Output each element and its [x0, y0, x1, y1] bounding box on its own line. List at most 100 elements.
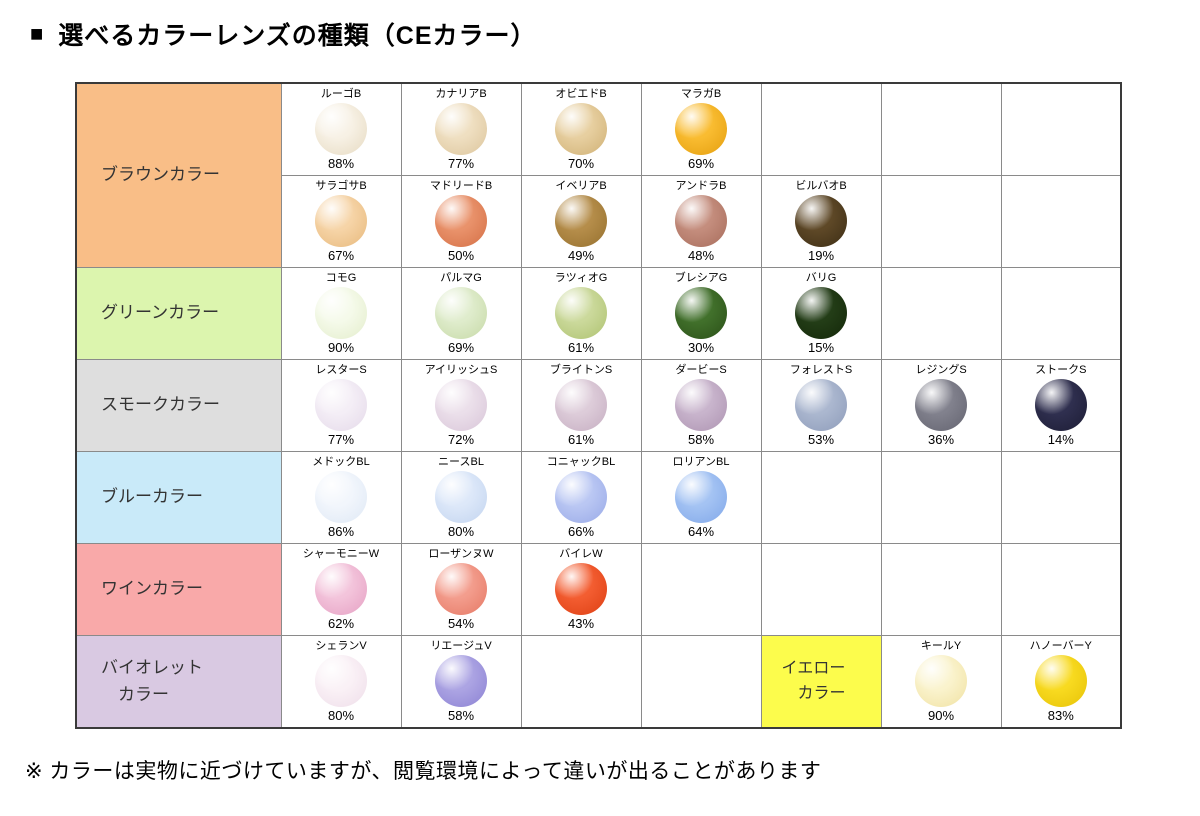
lens-color-swatch	[555, 195, 607, 247]
lens-cell: リエージュV 58%	[400, 635, 522, 729]
lens-color-swatch	[555, 563, 607, 615]
category-label-brown: ブラウンカラー	[75, 82, 282, 268]
lens-name-label: ストークS	[1035, 364, 1087, 376]
empty-cell	[760, 82, 882, 176]
lens-color-swatch	[1034, 655, 1087, 707]
lens-transmittance: 83%	[1047, 708, 1074, 723]
lens-transmittance: 19%	[807, 248, 835, 263]
table-row: ブルーカラー メドックBL 86% ニースBL 80% コニャックBL 66% ロリアンBL 6…	[75, 451, 1122, 544]
empty-cell	[880, 451, 1002, 544]
lens-name-label: マドリードB	[429, 180, 493, 192]
lens-color-swatch	[675, 471, 727, 523]
lens-color-swatch	[435, 563, 487, 615]
lens-transmittance: 69%	[447, 340, 475, 355]
lens-cell: イベリアB 49%	[520, 175, 642, 268]
lens-color-swatch	[435, 655, 487, 707]
empty-cell	[640, 635, 762, 729]
empty-cell	[520, 635, 642, 729]
lens-transmittance: 53%	[807, 432, 835, 447]
lens-transmittance: 58%	[447, 708, 475, 723]
lens-transmittance: 48%	[687, 248, 715, 263]
table-row: スモークカラー レスターS 77% アイリッシュS 72% ブライトンS 61% ダービーS 5…	[75, 359, 1122, 452]
empty-cell	[1000, 543, 1122, 636]
lens-transmittance: 72%	[447, 432, 475, 447]
lens-transmittance: 62%	[327, 616, 355, 631]
lens-cell: レスターS 77%	[280, 359, 402, 452]
category-label-violet: バイオレット カラー	[75, 635, 282, 729]
lens-cell: ハノーバーY 83%	[1000, 635, 1122, 729]
lens-name-label: レスターS	[315, 364, 367, 376]
category-label-blue: ブルーカラー	[75, 451, 282, 544]
title-text: 選べるカラーレンズの種類（CEカラー）	[58, 22, 537, 50]
table-row: バイオレット カラー シェランV 80% リエージュV 58% イエロー カラー キールY 9…	[75, 635, 1122, 729]
lens-cell: コモG 90%	[280, 267, 402, 360]
lens-color-swatch	[315, 655, 367, 707]
lens-transmittance: 30%	[687, 340, 715, 355]
lens-transmittance: 58%	[687, 432, 715, 447]
lens-cell: バリG 15%	[760, 267, 882, 360]
lens-name-label: リエージュV	[430, 640, 492, 652]
lens-name-label: バリG	[805, 272, 837, 284]
lens-name-label: ローザンヌW	[428, 548, 494, 560]
lens-color-swatch	[315, 563, 367, 615]
lens-name-label: コニャックBL	[546, 456, 616, 468]
lens-transmittance: 80%	[447, 524, 475, 539]
empty-cell	[880, 175, 1002, 268]
empty-cell	[880, 82, 1002, 176]
table-row: ブラウンカラー ルーゴB 88% カナリアB 77% オビエドB 70% マラガB 69%	[75, 82, 1122, 268]
empty-cell	[1000, 267, 1122, 360]
lens-color-swatch	[435, 471, 487, 523]
category-label-wine: ワインカラー	[75, 543, 282, 636]
lens-name-label: フォレストS	[789, 364, 853, 376]
lens-cell: フォレストS 53%	[760, 359, 882, 452]
lens-color-swatch	[315, 195, 367, 247]
lens-cell: メドックBL 86%	[280, 451, 402, 544]
lens-name-label: イベリアB	[555, 180, 607, 192]
lens-cell: ブレシアG 30%	[640, 267, 762, 360]
lens-color-swatch	[315, 379, 367, 431]
lens-transmittance: 54%	[447, 616, 475, 631]
lens-transmittance: 77%	[327, 432, 355, 447]
lens-name-label: ビルバオB	[795, 180, 847, 192]
lens-name-label: ブライトンS	[549, 364, 613, 376]
lens-color-swatch	[435, 195, 487, 247]
lens-transmittance: 88%	[327, 156, 355, 171]
lens-transmittance: 80%	[327, 708, 355, 723]
lens-name-label: ロリアンBL	[672, 456, 730, 468]
lens-transmittance: 70%	[567, 156, 595, 171]
lens-name-label: オビエドB	[555, 88, 607, 100]
lens-cell: ストークS 14%	[1000, 359, 1122, 452]
lens-transmittance: 49%	[567, 248, 595, 263]
lens-color-swatch	[915, 379, 967, 431]
lens-color-table: ブラウンカラー ルーゴB 88% カナリアB 77% オビエドB 70% マラガB 69% サラゴ…	[75, 82, 1122, 729]
lens-cell: ロリアンBL 64%	[640, 451, 762, 544]
lens-transmittance: 61%	[567, 432, 595, 447]
lens-name-label: ダービーS	[675, 364, 727, 376]
lens-name-label: アイリッシュS	[424, 364, 498, 376]
lens-transmittance: 67%	[327, 248, 355, 263]
lens-name-label: キールY	[920, 640, 962, 652]
empty-cell	[880, 543, 1002, 636]
footer-note: ※ カラーは実物に近づけていますが、閲覧環境によって違いが出ることがあります	[25, 760, 822, 783]
lens-cell: アンドラB 48%	[640, 175, 762, 268]
empty-cell	[1000, 82, 1122, 176]
lens-cell: パルマG 69%	[400, 267, 522, 360]
lens-transmittance: 66%	[567, 524, 595, 539]
lens-color-swatch	[435, 287, 487, 339]
table-row: ワインカラー シャーモニーW 62% ローザンヌW 54% バイレW 43%	[75, 543, 1122, 636]
lens-transmittance: 43%	[567, 616, 595, 631]
lens-transmittance: 64%	[687, 524, 715, 539]
lens-cell: ローザンヌW 54%	[400, 543, 522, 636]
lens-cell: ニースBL 80%	[400, 451, 522, 544]
lens-color-swatch	[315, 287, 367, 339]
lens-cell: バイレW 43%	[520, 543, 642, 636]
lens-cell: マラガB 69%	[640, 82, 762, 176]
empty-cell	[760, 451, 882, 544]
category-label-smoke: スモークカラー	[75, 359, 282, 452]
lens-color-swatch	[915, 655, 967, 707]
lens-color-swatch	[435, 103, 487, 155]
lens-cell: ルーゴB 88%	[280, 82, 402, 176]
lens-color-swatch	[315, 471, 367, 523]
lens-cell: カナリアB 77%	[400, 82, 522, 176]
empty-cell	[640, 543, 762, 636]
